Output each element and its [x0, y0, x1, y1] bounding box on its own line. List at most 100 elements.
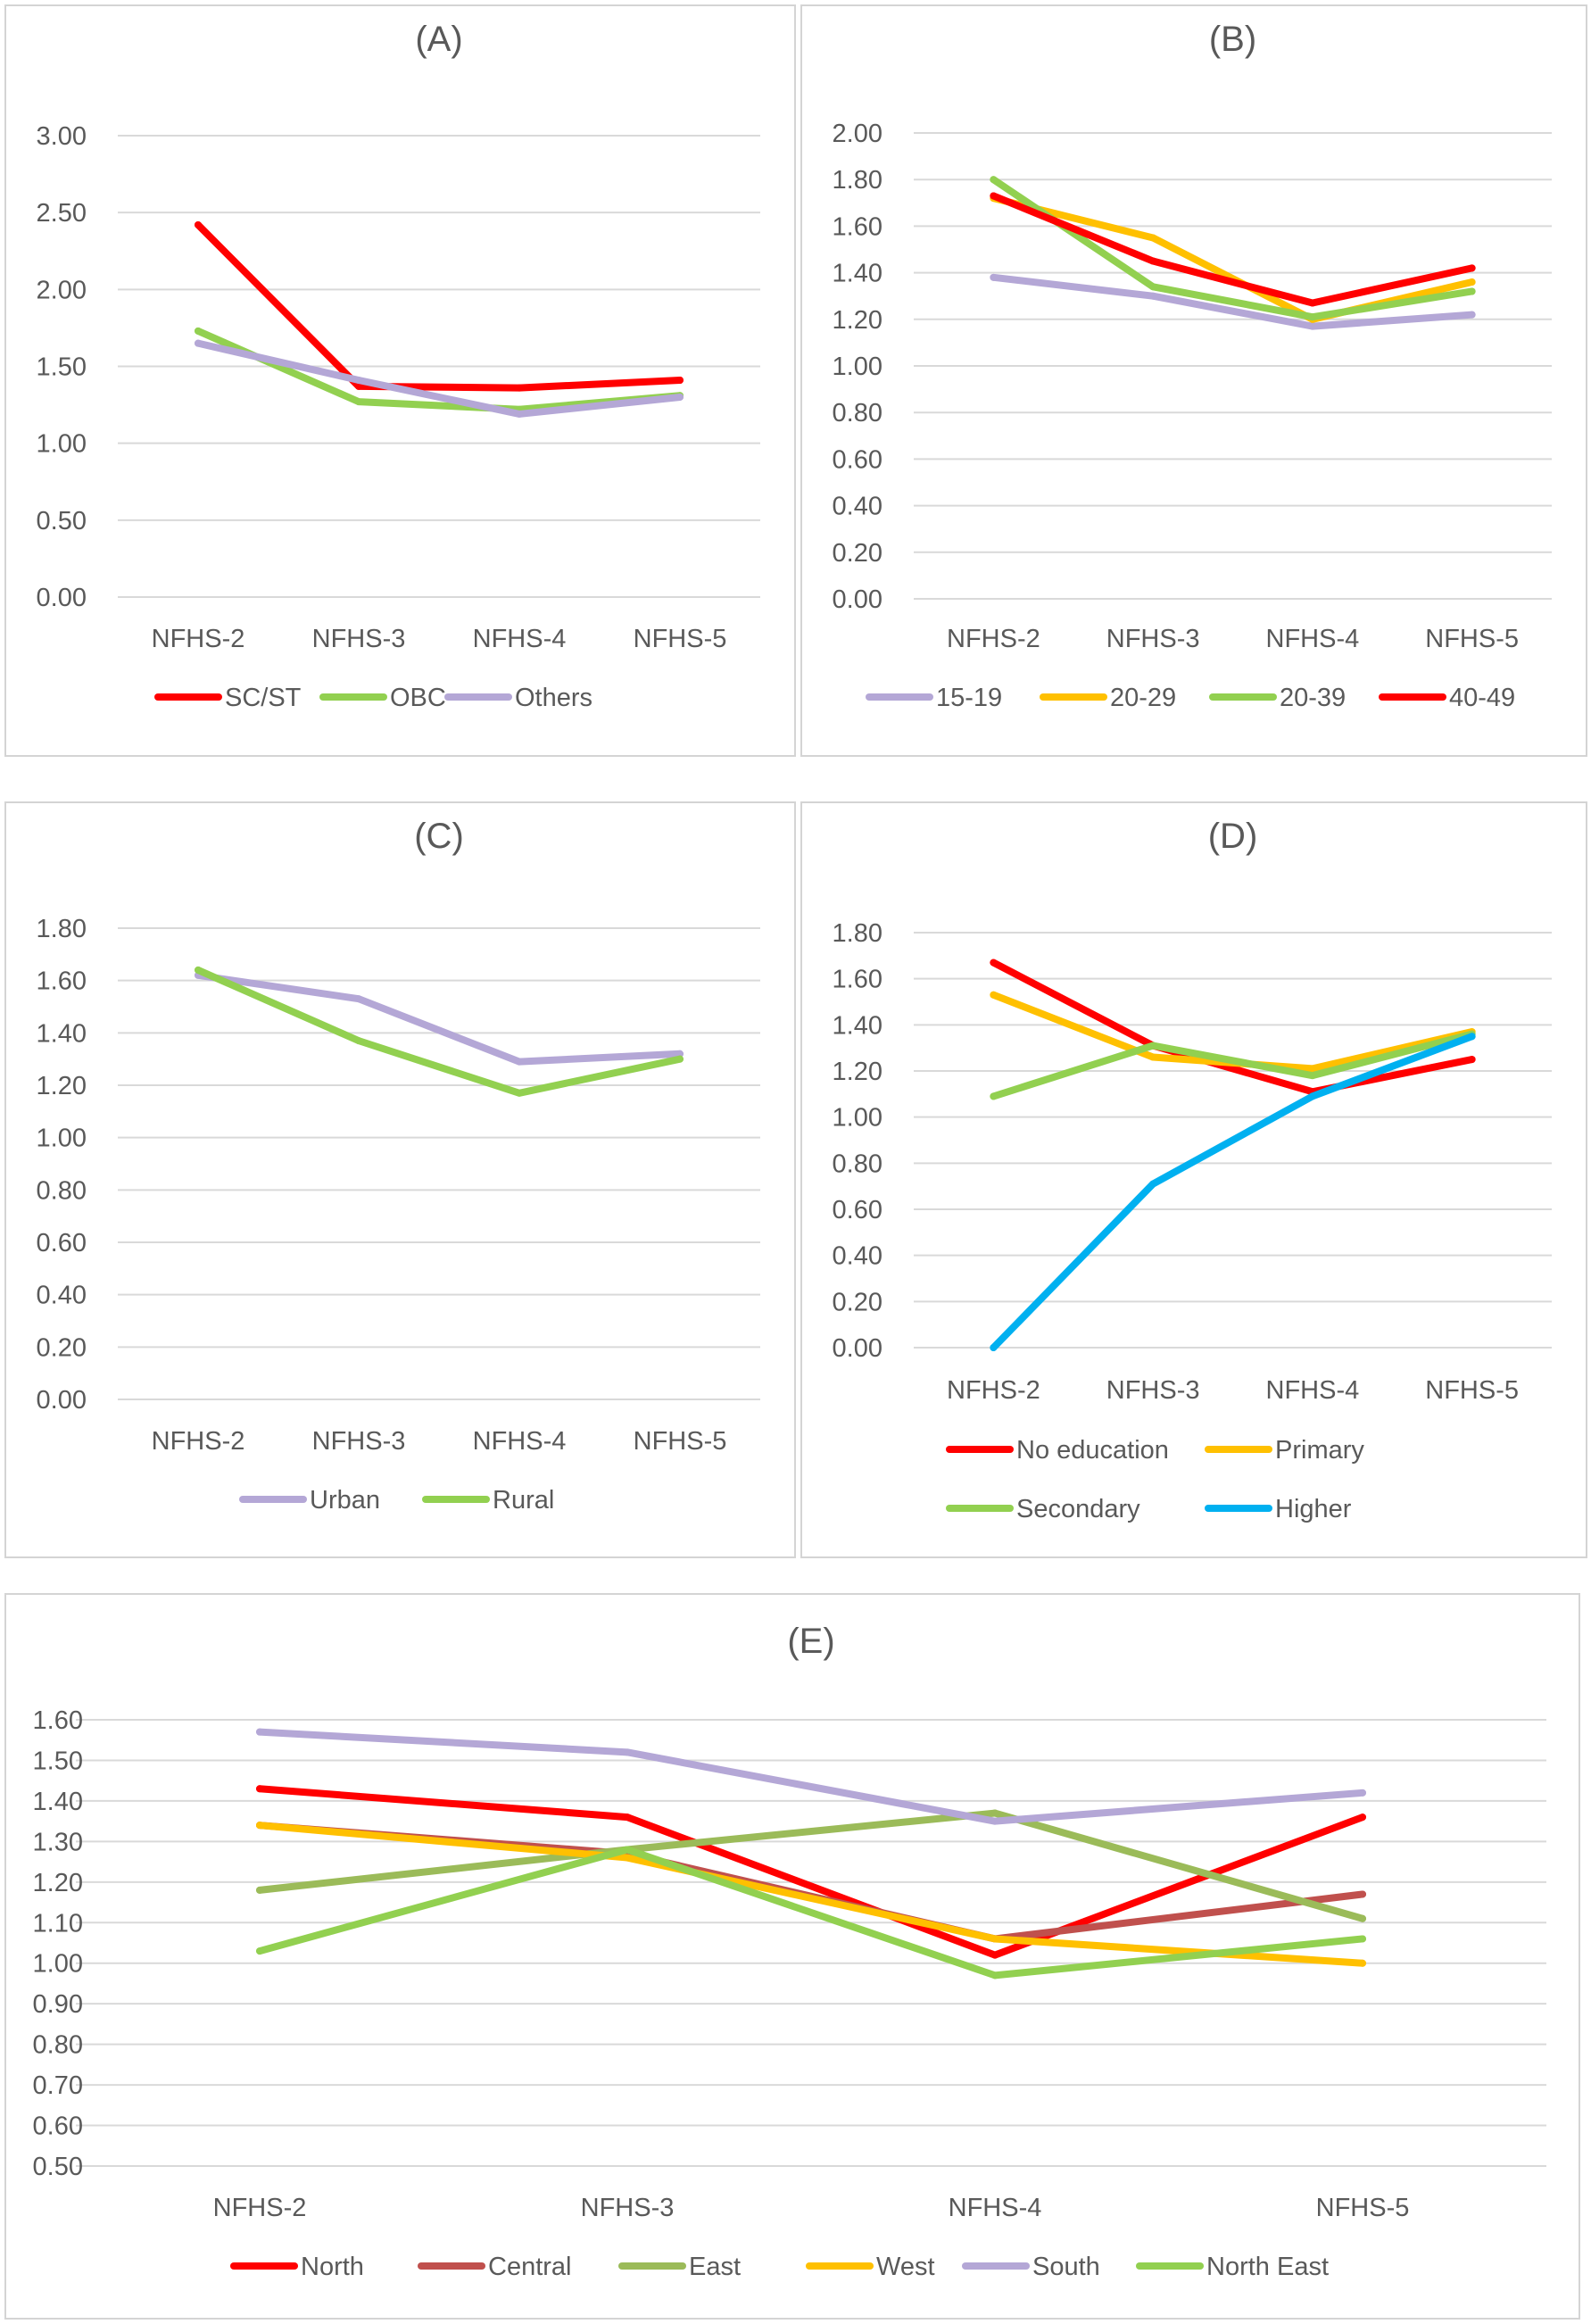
- chart-a-ytick-label: 1.50: [37, 353, 87, 382]
- chart-d-ytick-label: 0.20: [833, 1288, 883, 1316]
- chart-c-svg: (C) 0.00 0.20 0.40 0.60 0.80 1.00 1.20 1.40 1.60 1…: [37, 817, 760, 1515]
- chart-a-xtick-label: NFHS-4: [473, 625, 567, 653]
- chart-b-legend-label: 40-49: [1449, 684, 1515, 712]
- chart-c-point-rural: [195, 966, 202, 974]
- chart-e-point-north: [991, 1951, 999, 1959]
- chart-a-point-sc-st: [676, 377, 684, 385]
- chart-e-series-east-line: [256, 1809, 1366, 1922]
- chart-e-legend-label: North: [301, 2253, 364, 2281]
- chart-e-ytick-label: 0.80: [33, 2031, 83, 2060]
- chart-b-xtick-label: NFHS-5: [1425, 625, 1519, 653]
- chart-b-ytick-label: 0.40: [833, 493, 883, 521]
- chart-b-ytick-label: 1.80: [833, 166, 883, 195]
- chart-b-series-20-39-line: [990, 176, 1476, 321]
- chart-e-ytick-label: 1.60: [33, 1706, 83, 1735]
- chart-b-ytick-label: 2.00: [833, 120, 883, 148]
- chart-c-ytick-label: 1.80: [37, 915, 87, 943]
- chart-d-series-secondary-line: [990, 1030, 1476, 1100]
- chart-d-ytick-label: 0.40: [833, 1242, 883, 1271]
- chart-e-point-north: [624, 1814, 631, 1822]
- chart-b-ytick-label: 0.20: [833, 539, 883, 568]
- chart-a-legend-label: Others: [515, 684, 592, 712]
- chart-e-legend-label: North East: [1206, 2253, 1329, 2281]
- chart-e-point-north-east: [1359, 1935, 1366, 1943]
- chart-b-ytick-label: 0.80: [833, 399, 883, 427]
- chart-a-xtick-label: NFHS-3: [312, 625, 406, 653]
- chart-a-svg: (A) 0.00 0.50 1.00 1.50 2.00 2.50 3.00 NFHS-2 NFH…: [37, 20, 760, 712]
- chart-a-point-obc: [195, 327, 202, 335]
- chart-b-ytick-label: 1.40: [833, 260, 883, 288]
- chart-a-point-sc-st: [195, 220, 202, 228]
- chart-e-point-central: [1359, 1890, 1366, 1898]
- chart-e-point-west: [991, 1935, 999, 1943]
- chart-b-point-20-29: [1468, 278, 1476, 286]
- chart-d-point-higher: [1468, 1033, 1476, 1041]
- chart-b-legend-label: 15-19: [936, 684, 1002, 712]
- chart-c-ytick-label: 0.40: [37, 1282, 87, 1310]
- chart-c-ytick-label: 1.20: [37, 1072, 87, 1100]
- chart-panel-b: (B) 0.00 0.20 0.40 0.60 0.80 1.00 1.20 1.40 1.60 1…: [800, 4, 1587, 757]
- chart-b-ytick-label: 0.60: [833, 445, 883, 474]
- chart-a-ytick-label: 0.50: [37, 507, 87, 535]
- chart-e-point-north-east: [991, 1971, 999, 1980]
- chart-a-point-others: [516, 410, 523, 418]
- chart-e-ytick-label: 1.10: [33, 1909, 83, 1938]
- chart-b-xtick-label: NFHS-2: [947, 625, 1040, 653]
- chart-c-xtick-label: NFHS-2: [152, 1427, 245, 1456]
- chart-a-point-others: [676, 393, 684, 401]
- chart-b-legend-label: 20-29: [1110, 684, 1176, 712]
- chart-d-xtick-label: NFHS-5: [1425, 1376, 1519, 1405]
- chart-b-point-40-49: [1468, 264, 1476, 272]
- chart-c-ytick-label: 0.20: [37, 1333, 87, 1362]
- chart-a-point-others: [195, 339, 202, 347]
- chart-d-ytick-label: 1.20: [833, 1058, 883, 1086]
- chart-e-ytick-label: 1.40: [33, 1788, 83, 1816]
- chart-b-point-20-39: [1468, 287, 1476, 295]
- chart-a-point-sc-st: [516, 384, 523, 392]
- chart-e-legend-label: Central: [488, 2253, 572, 2281]
- chart-d-xtick-label: NFHS-3: [1106, 1376, 1200, 1405]
- chart-b-point-15-19: [1308, 322, 1316, 330]
- chart-e-ytick-label: 1.00: [33, 1950, 83, 1979]
- chart-b-point-20-39: [1149, 283, 1157, 291]
- chart-e-point-north-east: [624, 1846, 631, 1854]
- chart-d-point-higher: [1308, 1092, 1316, 1100]
- chart-d-title: (D): [1208, 817, 1258, 856]
- chart-a-ytick-label: 3.00: [37, 122, 87, 151]
- chart-e-xtick-label: NFHS-2: [213, 2194, 307, 2222]
- chart-e-ytick-label: 0.60: [33, 2112, 83, 2141]
- chart-panel-a: (A) 0.00 0.50 1.00 1.50 2.00 2.50 3.00 NFHS-2 NFH…: [4, 4, 796, 757]
- chart-b-svg: (B) 0.00 0.20 0.40 0.60 0.80 1.00 1.20 1.40 1.60 1…: [833, 20, 1552, 712]
- chart-d-point-primary: [990, 991, 998, 999]
- chart-c-xtick-label: NFHS-5: [634, 1427, 727, 1456]
- chart-c-ytick-label: 1.00: [37, 1125, 87, 1153]
- chart-e-legend-label: West: [876, 2253, 935, 2281]
- chart-panel-c: (C) 0.00 0.20 0.40 0.60 0.80 1.00 1.20 1.40 1.60 1…: [4, 801, 796, 1558]
- chart-d-point-primary: [1308, 1065, 1316, 1073]
- chart-d-ytick-label: 1.80: [833, 919, 883, 948]
- chart-b-xtick-label: NFHS-4: [1266, 625, 1360, 653]
- chart-d-point-primary: [1149, 1053, 1157, 1061]
- chart-e-point-south: [624, 1748, 631, 1756]
- chart-e-ytick-label: 1.50: [33, 1747, 83, 1775]
- chart-e-series-north-east-line: [256, 1846, 1366, 1980]
- chart-c-point-urban: [676, 1050, 684, 1058]
- chart-a-ytick-label: 2.00: [37, 276, 87, 304]
- chart-b-ytick-label: 1.60: [833, 212, 883, 241]
- chart-b-point-20-29: [1149, 234, 1157, 242]
- chart-b-point-20-39: [1308, 313, 1316, 321]
- chart-d-point-secondary: [1308, 1072, 1316, 1080]
- chart-panel-e: (E) 0.50 0.60 0.70 0.80 0.90 1.00 1.10 1.20 1.30 1…: [4, 1593, 1580, 2320]
- chart-b-legend-label: 20-39: [1280, 684, 1346, 712]
- chart-a-point-others: [355, 377, 362, 385]
- chart-e-point-south: [1359, 1789, 1366, 1797]
- chart-e-ytick-label: 0.70: [33, 2071, 83, 2100]
- chart-a-series-sc-st-line: [195, 220, 684, 392]
- chart-e-point-west: [1359, 1959, 1366, 1967]
- chart-d-ytick-label: 1.00: [833, 1104, 883, 1133]
- chart-c-point-rural: [676, 1055, 684, 1063]
- chart-c-point-rural: [355, 1037, 362, 1045]
- chart-b-title: (B): [1209, 20, 1256, 59]
- chart-a-ytick-label: 1.00: [37, 430, 87, 459]
- chart-c-ytick-label: 0.80: [37, 1176, 87, 1205]
